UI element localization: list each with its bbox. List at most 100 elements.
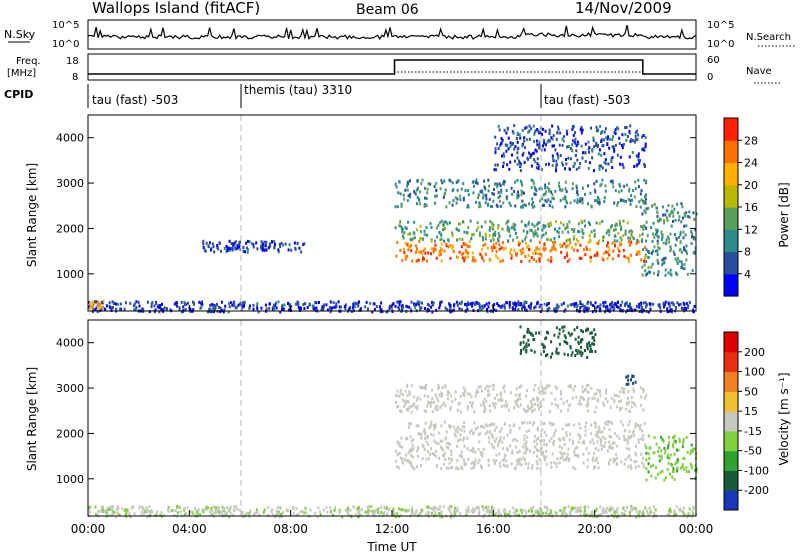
power-cell (129, 301, 132, 305)
velocity-cell (663, 447, 666, 450)
power-cell (417, 258, 420, 262)
velocity-cell (554, 429, 557, 433)
velocity-cell (523, 451, 526, 455)
colorbar-tick-label: 12 (744, 223, 758, 236)
velocity-cell (438, 507, 441, 511)
velocity-cell (435, 454, 437, 458)
power-cell (409, 237, 412, 241)
velocity-cell (517, 393, 520, 397)
velocity-cell (533, 350, 536, 354)
velocity-cell (563, 340, 566, 344)
power-cell (497, 124, 500, 128)
power-cell (402, 306, 405, 310)
power-cell (256, 307, 259, 311)
power-cell (462, 252, 465, 255)
velocity-cell (329, 510, 332, 513)
velocity-cell (605, 511, 608, 514)
velocity-cell (535, 442, 538, 446)
velocity-cell (488, 424, 491, 427)
velocity-cell (602, 511, 605, 514)
power-cell (619, 155, 622, 159)
velocity-cell (282, 510, 285, 514)
power-cell (583, 307, 586, 311)
velocity-cell (647, 462, 650, 466)
velocity-cell (210, 512, 212, 516)
power-cell (620, 226, 623, 230)
velocity-cell (437, 383, 440, 387)
power-cell (272, 305, 275, 309)
velocity-cell (176, 511, 179, 515)
power-cell (562, 163, 564, 167)
velocity-cell (148, 505, 151, 509)
power-cell (675, 236, 678, 240)
velocity-cell (442, 462, 445, 466)
velocity-cell (470, 428, 473, 432)
power-cell (339, 305, 342, 309)
power-cell (421, 178, 424, 182)
velocity-cell (537, 449, 539, 453)
power-cell (508, 300, 511, 304)
power-cell (430, 226, 433, 229)
velocity-cell (592, 441, 595, 445)
power-cell (449, 179, 452, 183)
power-cell (407, 232, 410, 236)
power-cell (531, 222, 534, 226)
power-cell (446, 222, 449, 226)
velocity-cell (580, 338, 583, 342)
power-cell (460, 300, 463, 304)
velocity-cell (581, 396, 584, 400)
power-cell (534, 229, 537, 233)
power-cell (540, 168, 543, 172)
power-cell (694, 250, 697, 254)
power-cell (598, 164, 601, 168)
power-cell (462, 196, 465, 200)
velocity-cell (649, 507, 652, 511)
velocity-cell (694, 468, 697, 472)
velocity-cell (406, 508, 409, 512)
power-cell (532, 124, 535, 128)
velocity-cell (97, 509, 100, 513)
velocity-cell (347, 506, 350, 510)
power-cell (661, 233, 664, 237)
power-cell (445, 205, 448, 209)
velocity-cell (438, 431, 441, 435)
freq-panel-frame (87, 53, 697, 81)
power-cell (434, 248, 437, 252)
power-cell (101, 305, 104, 309)
power-cell (523, 302, 526, 306)
velocity-cell (142, 506, 145, 510)
power-cell (550, 190, 553, 194)
velocity-cell (564, 512, 567, 516)
velocity-cell (550, 340, 553, 344)
velocity-cell (445, 445, 448, 449)
power-cell (416, 247, 418, 251)
velocity-cell (143, 511, 146, 515)
power-cell (542, 139, 545, 143)
velocity-cell (373, 510, 376, 514)
velocity-cell (410, 461, 413, 465)
power-cell (641, 310, 644, 314)
power-cell (585, 245, 588, 249)
power-cell (692, 211, 695, 215)
power-cell (430, 239, 433, 243)
velocity-cell (459, 512, 462, 516)
power-cell (601, 220, 604, 223)
power-cell (624, 232, 627, 236)
velocity-cell (460, 450, 463, 454)
power-cell (529, 305, 532, 309)
velocity-cell (471, 507, 474, 511)
power-cell (491, 235, 494, 239)
power-cell (538, 257, 541, 261)
power-cell (545, 162, 547, 166)
power-cell (263, 248, 266, 252)
velocity-cell (564, 336, 567, 340)
velocity-cell (107, 507, 110, 511)
velocity-cell (441, 439, 444, 443)
power-cell (598, 197, 601, 201)
power-cell (614, 128, 617, 132)
power-cell (433, 184, 436, 188)
power-cell (426, 233, 428, 237)
velocity-cell (635, 460, 638, 464)
velocity-cell (437, 442, 440, 445)
velocity-cell (593, 342, 595, 346)
